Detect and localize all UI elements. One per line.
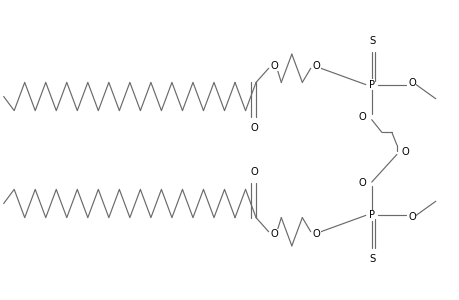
Text: O: O	[407, 78, 415, 88]
Text: O: O	[312, 61, 320, 71]
Text: O: O	[250, 167, 258, 177]
Text: O: O	[358, 112, 366, 122]
Text: O: O	[270, 229, 277, 239]
Text: S: S	[368, 254, 375, 264]
Text: O: O	[250, 123, 258, 133]
Text: O: O	[400, 147, 408, 158]
Text: O: O	[358, 178, 366, 188]
Text: S: S	[368, 36, 375, 46]
Text: P: P	[368, 210, 374, 220]
Text: O: O	[407, 212, 415, 222]
Text: O: O	[312, 229, 320, 239]
Text: P: P	[368, 80, 374, 90]
Text: O: O	[270, 61, 277, 71]
